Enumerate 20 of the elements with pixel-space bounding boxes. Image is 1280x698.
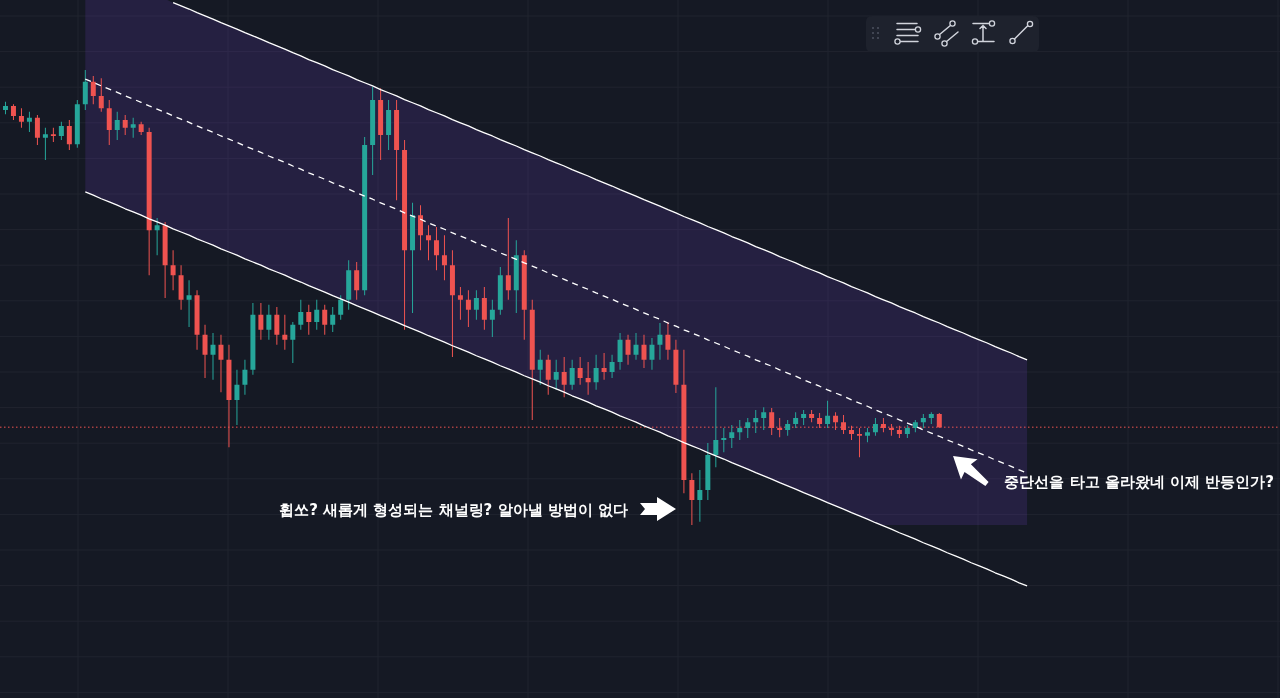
annotation: 휩쏘? 새롭게 형성되는 채널링? 알아낼 방법이 없다 [279,501,628,519]
candlestick [864,428,870,443]
candlestick [186,280,192,328]
candlestick [26,111,32,132]
candlestick [761,407,767,430]
candlestick [130,117,136,138]
candlestick [426,225,431,261]
candlestick [721,428,727,453]
candlestick [601,353,607,380]
candlestick [737,419,743,440]
candlestick [282,314,288,350]
candlestick [505,217,511,300]
candlestick [18,108,24,128]
candlestick [585,362,591,395]
candlestick [50,127,56,142]
candlestick [856,428,862,458]
candlestick [457,287,463,320]
candlestick [697,469,703,522]
candlestick [42,127,48,161]
annotation: 중단선을 타고 올라왔네 이제 반등인가? [1004,473,1274,491]
